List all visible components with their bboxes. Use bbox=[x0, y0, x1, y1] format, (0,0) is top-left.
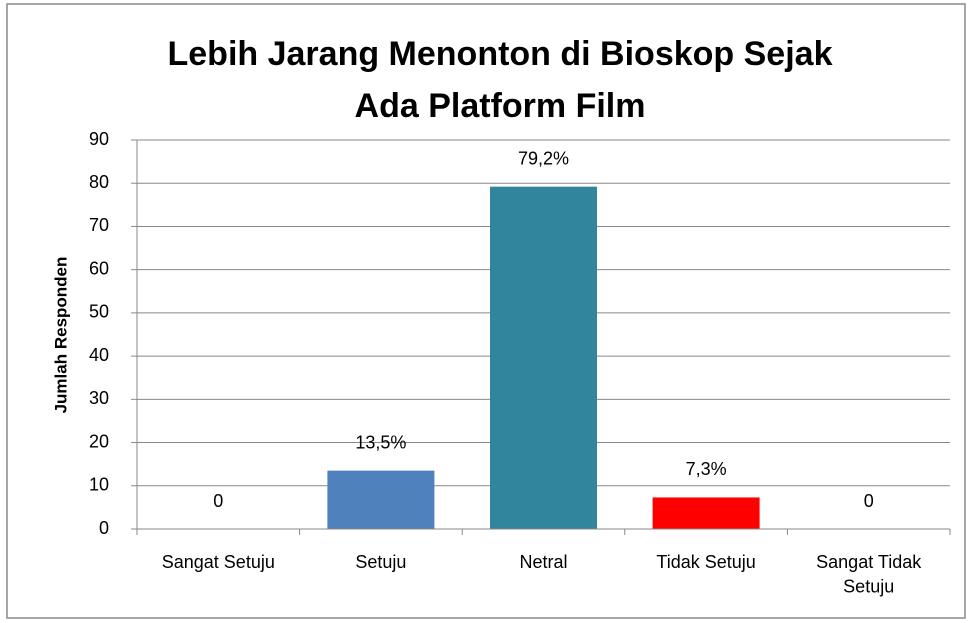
y-tick-label: 10 bbox=[89, 475, 109, 495]
data-label: 0 bbox=[864, 491, 874, 511]
y-tick-label: 60 bbox=[89, 258, 109, 278]
x-tick-label: Tidak Setuju bbox=[656, 552, 755, 572]
bar bbox=[490, 186, 597, 529]
x-tick-label: Sangat Setuju bbox=[162, 552, 275, 572]
bar bbox=[327, 470, 435, 529]
chart-border bbox=[6, 3, 966, 619]
chart-title: Ada Platform Film bbox=[355, 87, 646, 125]
data-label: 79,2% bbox=[518, 148, 569, 168]
x-tick-label: Setuju bbox=[355, 552, 406, 572]
y-tick-label: 50 bbox=[89, 302, 109, 322]
y-axis-label: Jumlah Responden bbox=[51, 257, 70, 414]
data-label: 0 bbox=[213, 491, 223, 511]
data-label: 13,5% bbox=[355, 432, 406, 452]
y-tick-label: 80 bbox=[89, 172, 109, 192]
y-tick-label: 20 bbox=[89, 431, 109, 451]
data-label: 7,3% bbox=[686, 459, 727, 479]
y-tick-label: 70 bbox=[89, 215, 109, 235]
y-tick-label: 0 bbox=[99, 518, 109, 538]
x-tick-label: Netral bbox=[519, 552, 567, 572]
chart-title: Lebih Jarang Menonton di Bioskop Sejak bbox=[168, 35, 833, 73]
y-tick-label: 30 bbox=[89, 388, 109, 408]
bar bbox=[652, 497, 760, 529]
y-tick-label: 40 bbox=[89, 345, 109, 365]
y-tick-label: 90 bbox=[89, 129, 109, 149]
x-tick-label: Sangat Tidak Setuju bbox=[816, 552, 922, 596]
